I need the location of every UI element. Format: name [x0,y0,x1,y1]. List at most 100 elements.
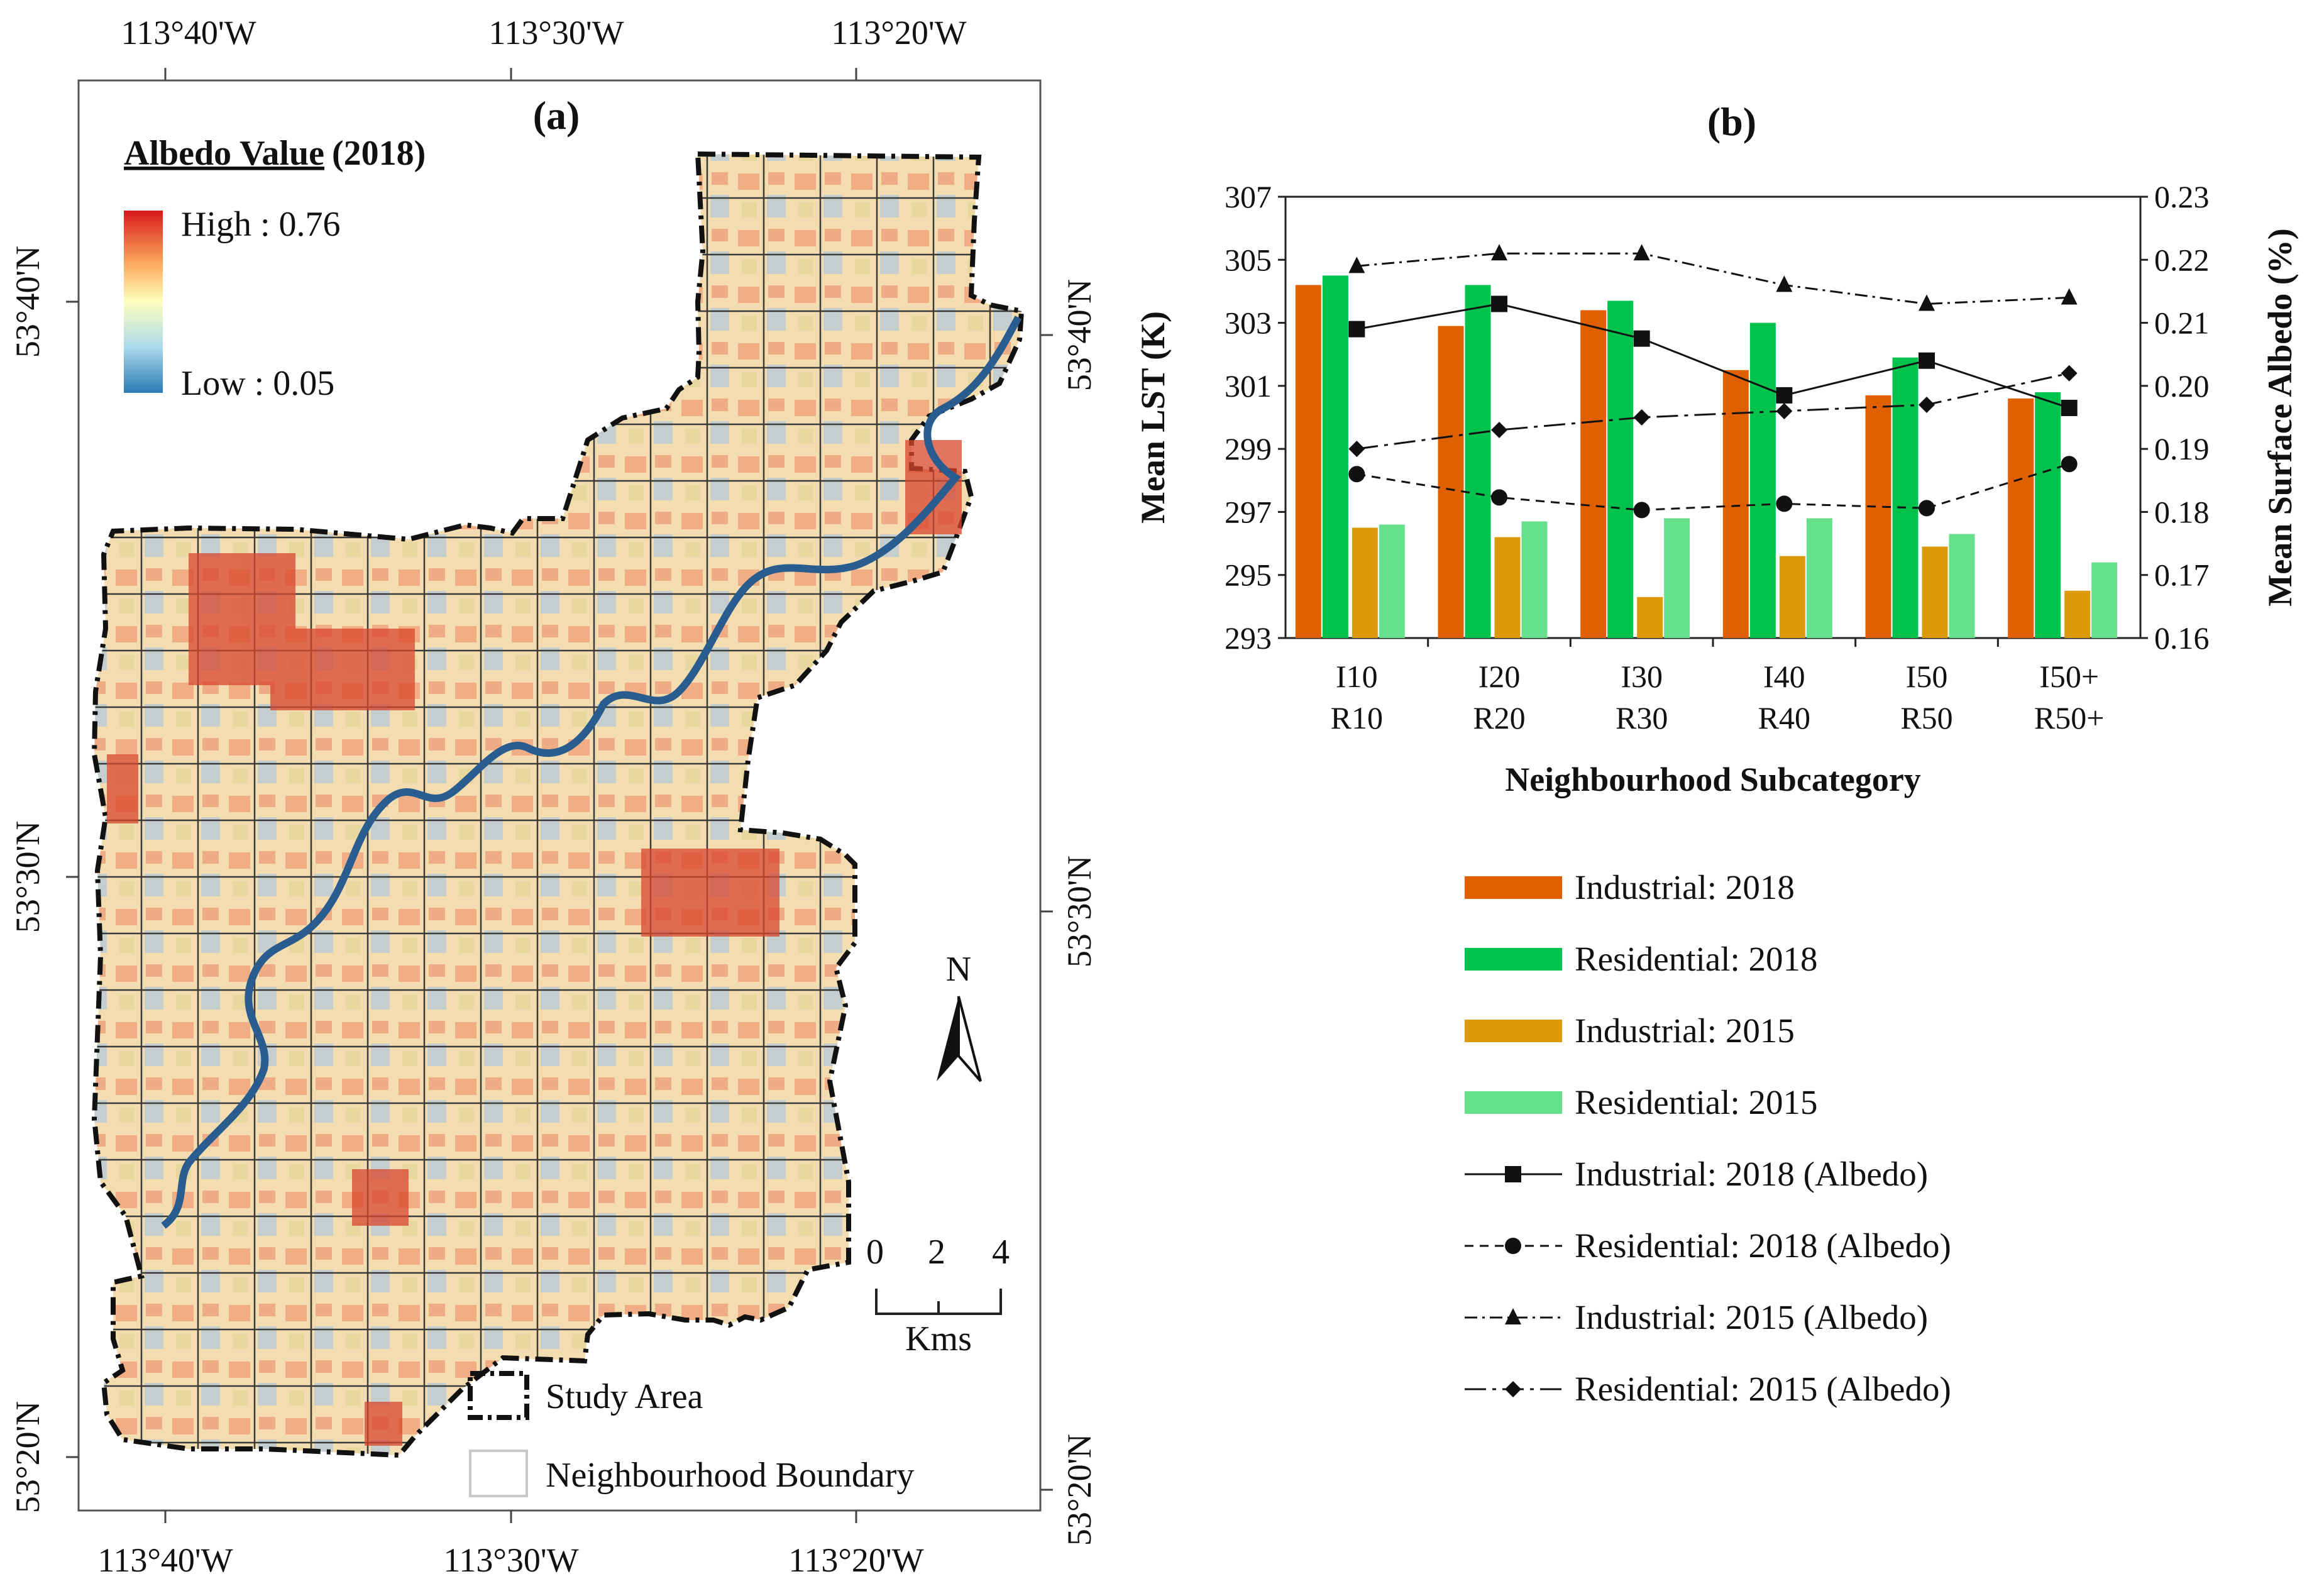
bar [1949,534,1975,638]
bar [1465,285,1491,638]
albedo-map-panel: 113°40'W 113°30'W 113°20'W Albedo [9,14,1098,1579]
legend-swatch [1465,1091,1562,1114]
bar [1438,326,1464,638]
bar [1521,521,1548,638]
bottom-longitude-label: 113°30'W [443,1541,578,1579]
square-marker [1505,1166,1521,1182]
y-tick-label: 301 [1225,368,1272,404]
legend-label: Industrial: 2018 (Albedo) [1575,1155,1928,1193]
x-tick-label: I20 [1478,659,1521,694]
x-tick-label: I50 [1906,659,1948,694]
albedo-line [1357,302,2070,409]
bar [2064,590,2091,638]
albedo-lines [1348,244,2078,519]
bar [2091,562,2118,638]
left-axis-ticks: 293 295 297 299 301 303 305 307 [1225,179,1286,656]
y2-tick-label: 0.16 [2154,620,2210,656]
legend-title: Albedo Value (2018) [124,134,426,173]
top-longitude-label: 113°20'W [831,14,966,52]
legend-label: Residential: 2015 (Albedo) [1575,1370,1951,1408]
square-marker [1919,352,1935,369]
bottom-longitude-label: 113°40'W [97,1541,233,1579]
square-marker [1633,330,1650,347]
diamond-marker [2061,365,2078,382]
triangle-marker [1776,275,1793,292]
legend-label: Industrial: 2018 [1575,868,1795,906]
bar [1806,518,1832,638]
x-tick-label: I40 [1763,659,1805,694]
legend-label: Industrial: 2015 (Albedo) [1575,1298,1928,1336]
bar [1295,285,1321,638]
panel-a-label: (a) [533,93,580,138]
right-axis-ticks: 0.16 0.17 0.18 0.19 0.20 0.21 0.22 0.23 [2140,179,2210,656]
scale-tick-label: 0 [866,1233,884,1272]
top-longitude-label: 113°30'W [488,14,624,52]
y2-tick-label: 0.20 [2154,368,2210,404]
albedo-line [1357,372,2069,450]
y-tick-label: 303 [1225,305,1272,341]
legend-title-year: (2018) [332,134,426,173]
legend-label: Residential: 2015 [1575,1083,1817,1121]
bar [1607,300,1634,638]
diamond-marker [1919,396,1935,413]
y2-tick-label: 0.17 [2154,558,2210,593]
legend-label: Residential: 2018 [1575,940,1817,978]
legend-swatch [1465,948,1562,971]
legend-label: Industrial: 2015 [1575,1011,1795,1050]
diamond-marker [1491,422,1507,439]
y-tick-label: 293 [1225,620,1272,656]
diamond-marker [1776,402,1793,419]
legend-swatch [1465,876,1562,899]
bar [1922,546,1948,638]
triangle-marker [1491,244,1507,261]
river [161,316,1022,1229]
bar [1637,597,1663,638]
bar [1865,395,1891,638]
legend-title-bold: Albedo Value [124,134,324,173]
x-tick-label: I30 [1621,659,1663,694]
left-latitude-label: 53°20'N [9,1401,47,1513]
scale-unit-label: Kms [905,1319,972,1358]
circle-marker [1491,489,1507,506]
y-tick-label: 299 [1225,431,1272,466]
bar [1664,518,1690,638]
x-tick-label: I50+ [2039,659,2099,694]
albedo-line [1357,252,2069,305]
square-marker [2061,399,2078,416]
x-tick-label: R20 [1473,700,1525,735]
bar [1580,310,1607,638]
circle-marker [1505,1238,1521,1254]
bar [1749,322,1776,638]
circle-marker [1348,466,1365,483]
legend-low-label: Low : 0.05 [181,364,334,403]
scale-tick-label: 2 [928,1233,945,1272]
bar [2035,392,2061,638]
frame-ticks [66,68,1053,1523]
bar [1722,370,1749,638]
x-tick-label: R10 [1331,700,1383,735]
square-marker [1776,387,1793,404]
bar [1352,527,1378,638]
circle-marker [1776,495,1793,512]
y2-tick-label: 0.23 [2154,179,2210,214]
top-longitude-label: 113°40'W [121,14,256,52]
y-tick-label: 307 [1225,179,1272,214]
bars [1295,275,2118,638]
y2-tick-label: 0.18 [2154,494,2210,529]
x-tick-label: I10 [1336,659,1378,694]
right-latitude-label: 53°40'N [1060,279,1098,391]
map-frame [77,79,1042,1512]
neighbourhood-legend-symbol [469,1450,528,1497]
y2-tick-label: 0.21 [2154,305,2210,341]
bar [1379,524,1405,638]
triangle-marker [2061,288,2078,305]
north-arrow-label: N [946,950,971,989]
bar [1494,537,1521,638]
albedo-color-ramp [124,211,163,393]
bar [1779,556,1805,638]
bottom-longitude-label: 113°20'W [788,1541,923,1579]
circle-marker [1919,500,1935,517]
diamond-marker [1505,1381,1521,1397]
